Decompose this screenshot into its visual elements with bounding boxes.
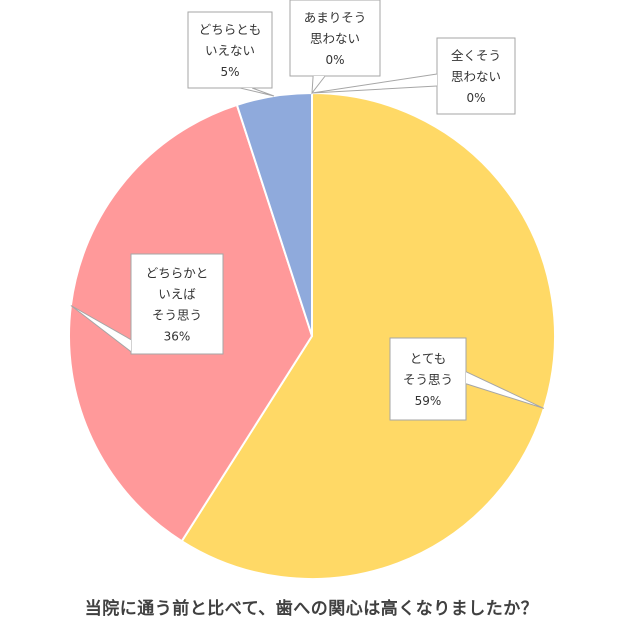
data-label-value-1: 36% [164,330,191,344]
data-label-box-3 [289,0,381,77]
pie-chart: とてもそう思う59%どちらかといえばそう思う36%どちらともいえない5%あまりそ… [68,0,556,580]
data-label-category-3-1: 思わない [310,31,360,46]
data-label-box-2 [187,11,273,89]
data-label-category-1-2: そう思う [152,308,202,323]
data-label-value-0: 59% [415,394,442,408]
data-label-pointer-2 [240,87,275,97]
data-label-value-3: 0% [325,53,344,67]
chart-title: 当院に通う前と比べて、歯への関心は高くなりましたか？ [84,599,539,619]
data-label-category-2-0: どちらとも [199,22,262,37]
data-label-box-0 [389,337,467,421]
data-label-category-1-1: いえば [158,287,196,302]
data-label-value-4: 0% [466,91,485,105]
data-label-pointer-1 [70,305,132,353]
data-label-category-0-1: そう思う [403,372,453,387]
data-label-category-3-0: あまりそう [304,10,367,25]
data-label-category-4-0: 全くそう [451,48,501,63]
data-label-pointer-4 [311,73,438,94]
data-label-pointer-3 [311,75,326,95]
data-label-value-2: 5% [220,65,239,79]
data-label-category-2-1: いえない [205,43,255,58]
data-label-pointer-0 [465,371,545,409]
data-label-box-1 [130,253,224,355]
data-label-category-4-1: 思わない [451,69,501,84]
pie-slice-0 [180,91,556,580]
data-label-category-0-0: とても [410,351,447,366]
data-label-category-1-0: どちらかと [146,266,209,281]
data-label-box-4 [436,37,516,115]
